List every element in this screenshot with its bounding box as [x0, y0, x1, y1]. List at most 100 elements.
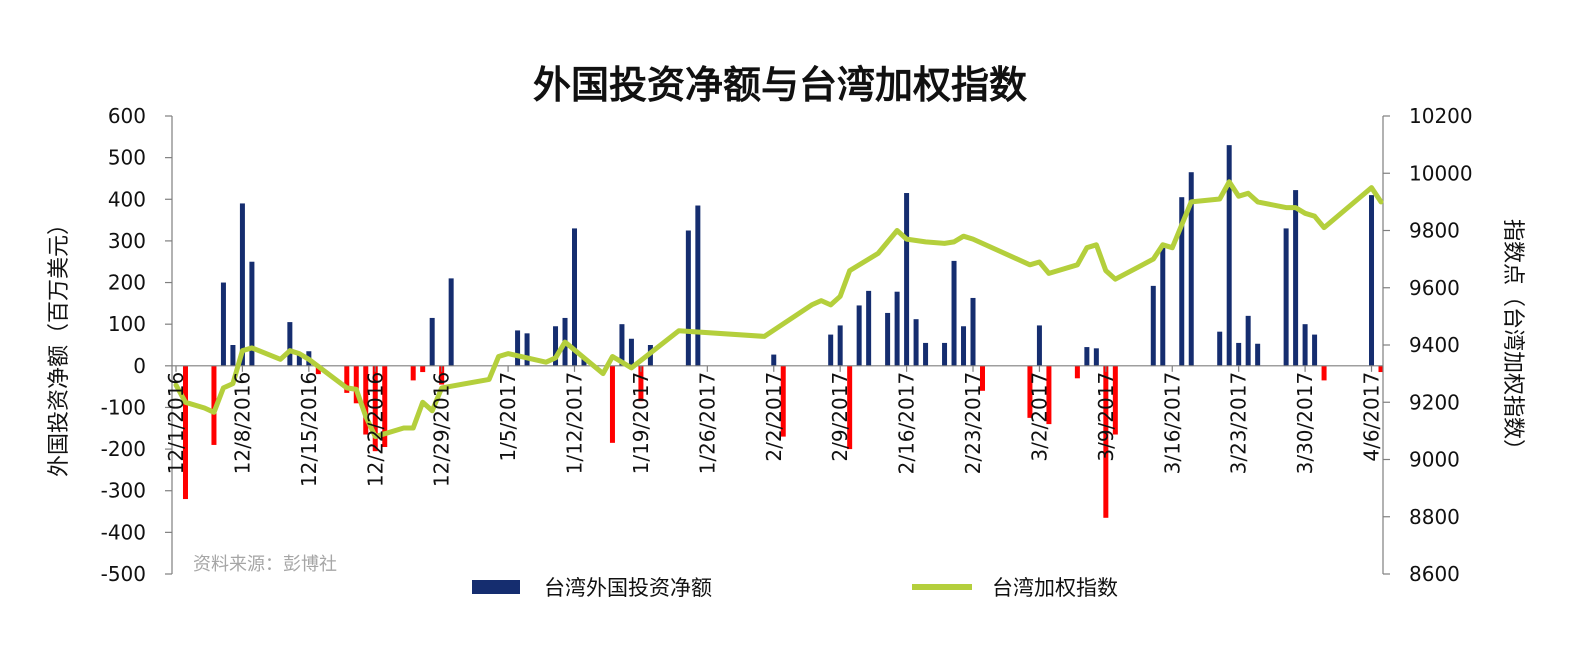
- bar: [363, 365, 369, 435]
- bar: [182, 365, 188, 500]
- y-right-tick-label: 8800: [1409, 505, 1460, 529]
- bar: [923, 342, 929, 366]
- x-tick-label: 12/22/2016: [363, 372, 387, 487]
- bar: [1188, 172, 1194, 366]
- y-axis-left-label: 外国投资净额（百万美元）: [47, 213, 72, 477]
- bar: [847, 365, 853, 450]
- bar: [296, 353, 302, 366]
- y-right-tick-label: 9200: [1409, 390, 1460, 414]
- axes-layer: 600 500 400 300 200 100 0 -100 -200 -300 -400 -500 1…: [101, 104, 1473, 586]
- x-tick-label: 12/15/2016: [297, 372, 321, 487]
- chart-title: 外国投资净额与台湾加权指数: [533, 63, 1027, 107]
- index-line: [173, 179, 1384, 440]
- bar: [695, 205, 701, 366]
- x-tick-label: 1/19/2017: [629, 372, 653, 475]
- x-tick-label: 3/30/2017: [1293, 372, 1317, 475]
- y-left-tick-label: -400: [101, 520, 146, 544]
- bar: [1179, 197, 1185, 366]
- bar: [1226, 145, 1232, 366]
- y-right-tick-label: 9000: [1409, 448, 1460, 472]
- y-left-tick-label: -100: [101, 395, 146, 419]
- y-axis-right-label: 指数点（台湾加权指数）: [1500, 219, 1525, 461]
- bar: [515, 330, 521, 366]
- y-left-tick-label: -200: [101, 437, 146, 461]
- bar: [856, 305, 862, 366]
- bar: [211, 365, 217, 445]
- x-tick-label: 3/9/2017: [1094, 372, 1118, 462]
- bar: [1084, 347, 1090, 366]
- y-right-tick-label: 9600: [1409, 276, 1460, 300]
- bar: [439, 365, 445, 385]
- bar: [1160, 245, 1166, 366]
- bar: [904, 193, 910, 366]
- bar: [894, 291, 900, 366]
- y-left-tick-label: 600: [108, 104, 146, 128]
- y-right-tick-label: 10000: [1409, 161, 1473, 185]
- bar: [372, 365, 378, 452]
- x-tick-label: 12/1/2016: [164, 372, 188, 475]
- bar: [220, 282, 226, 366]
- bar: [344, 365, 350, 393]
- y-right-tick-label: 10200: [1409, 104, 1473, 128]
- bar: [1245, 315, 1251, 366]
- bar: [628, 338, 634, 366]
- bar: [1046, 365, 1052, 425]
- bar: [1255, 343, 1261, 366]
- bar: [287, 322, 293, 366]
- bar: [619, 324, 625, 366]
- bar: [951, 260, 957, 366]
- bar: [771, 354, 777, 366]
- x-tick-label: 1/12/2017: [563, 372, 587, 475]
- bar: [942, 342, 948, 366]
- bar: [353, 365, 359, 404]
- bar: [970, 297, 976, 366]
- y-right-tick-label: 9800: [1409, 219, 1460, 243]
- bar: [1236, 342, 1242, 366]
- bar: [1150, 285, 1156, 366]
- x-tick-label: 12/29/2016: [430, 372, 454, 487]
- bar: [429, 317, 435, 366]
- bar: [837, 325, 843, 366]
- x-tick-label: 3/23/2017: [1227, 372, 1251, 475]
- y-right-tick-label: 9400: [1409, 333, 1460, 357]
- bar: [315, 365, 321, 375]
- bar: [1321, 365, 1327, 381]
- y-left-tick-label: -300: [101, 479, 146, 503]
- bar: [1283, 228, 1289, 366]
- y-right-tick-label: 8600: [1409, 562, 1460, 586]
- bar: [866, 290, 872, 366]
- bar: [524, 333, 530, 366]
- bar: [1103, 365, 1109, 518]
- bar: [382, 365, 388, 448]
- bar: [1217, 331, 1223, 366]
- bar: [913, 319, 919, 366]
- x-tick-label: 2/23/2017: [961, 372, 985, 475]
- bar: [828, 334, 834, 366]
- bar: [420, 365, 426, 373]
- legend-label-bars: 台湾外国投资净额: [544, 576, 712, 600]
- bar: [239, 203, 245, 366]
- bar: [1036, 325, 1042, 366]
- bar: [249, 261, 255, 366]
- bar: [1093, 348, 1099, 366]
- line-layer: [173, 179, 1384, 440]
- bar: [979, 365, 985, 391]
- legend-swatch-bars: [472, 580, 520, 594]
- bar: [230, 345, 236, 366]
- x-tick-label: 3/2/2017: [1027, 372, 1051, 462]
- bar: [961, 326, 967, 366]
- y-left-tick-label: 400: [108, 187, 146, 211]
- y-left-tick-label: 500: [108, 146, 146, 170]
- bar: [780, 365, 786, 437]
- y-left-tick-label: 100: [108, 312, 146, 336]
- legend: 台湾外国投资净额 台湾加权指数: [472, 576, 1118, 600]
- bar: [1302, 324, 1308, 366]
- bar: [1074, 365, 1080, 379]
- bar: [1312, 334, 1318, 366]
- legend-label-line: 台湾加权指数: [992, 576, 1118, 600]
- x-tick-label: 4/6/2017: [1360, 372, 1384, 462]
- x-tick-label: 3/16/2017: [1160, 372, 1184, 475]
- bar: [572, 228, 578, 366]
- bar: [885, 312, 891, 366]
- bars-layer: [182, 145, 1384, 518]
